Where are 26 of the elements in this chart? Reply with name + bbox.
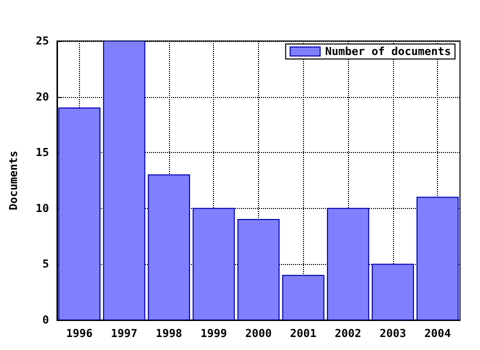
x-tick-label: 2002 <box>334 327 362 340</box>
bar <box>416 196 459 320</box>
x-tick-label: 1999 <box>200 327 227 340</box>
bar <box>103 41 146 320</box>
bar <box>326 208 370 320</box>
y-tick-label: 20 <box>36 90 49 104</box>
x-tick-label: 2001 <box>290 327 317 340</box>
legend-label: Number of documents <box>325 45 452 58</box>
x-tick-label: 1998 <box>156 327 182 340</box>
bar <box>192 208 235 320</box>
bar <box>237 219 280 320</box>
x-tick-label: 2004 <box>424 327 452 340</box>
y-tick-label: 0 <box>42 314 49 326</box>
x-tick-label: 1996 <box>66 327 94 340</box>
x-tick-label: 1997 <box>110 327 138 340</box>
bar <box>372 264 414 320</box>
y-axis-title: Documents <box>7 150 20 210</box>
bar <box>148 174 190 320</box>
bar <box>58 107 100 320</box>
y-tick-label: 5 <box>42 258 49 271</box>
x-tick-label: 2003 <box>380 327 406 340</box>
x-tick-label: 2000 <box>245 327 272 340</box>
bar <box>282 274 324 320</box>
y-tick-label: 25 <box>36 34 49 48</box>
y-tick-label: 10 <box>36 202 49 215</box>
y-tick-label: 15 <box>36 146 49 160</box>
